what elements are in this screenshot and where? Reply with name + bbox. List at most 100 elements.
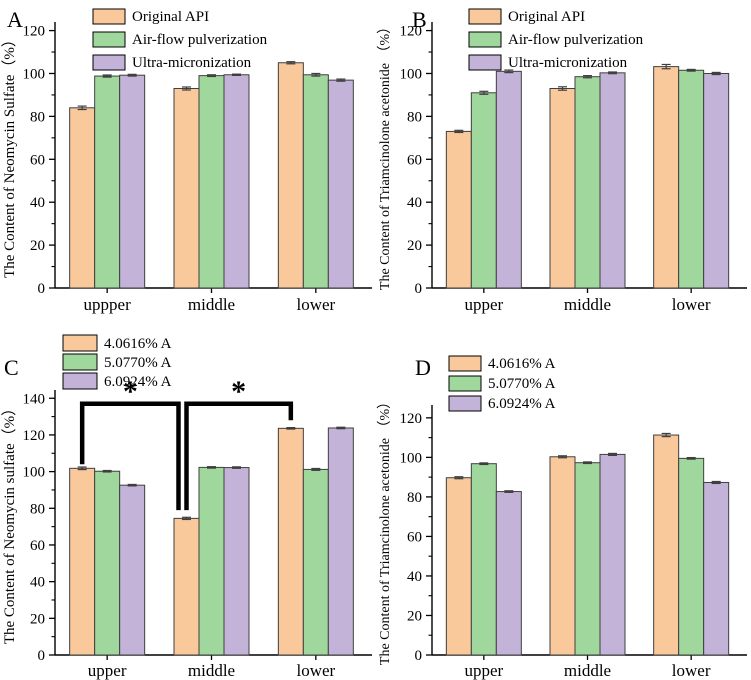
bar-D-5.0770% A-middle — [574, 462, 601, 656]
y-tick-label: 0 — [415, 648, 423, 664]
y-tick-label: 120 — [400, 411, 423, 427]
legend-swatch — [468, 54, 502, 71]
panel-letter: A — [7, 7, 23, 32]
error-bar — [207, 74, 216, 78]
legend-swatch — [92, 54, 126, 71]
error-bar — [311, 72, 321, 77]
legend-label: 6.0924% A — [104, 374, 172, 390]
bar-B-Ultra-micronization-upper — [495, 70, 522, 289]
significance-bracket — [184, 401, 294, 511]
y-tick-label: 40 — [407, 195, 422, 211]
bar-A-Air-flow pulverization-lower — [302, 74, 329, 289]
bar-B-Air-flow pulverization-upper — [470, 92, 497, 289]
error-bar — [558, 86, 567, 91]
error-bar — [336, 78, 346, 82]
error-bar — [558, 455, 567, 459]
y-tick-label: 140 — [23, 391, 46, 407]
x-category-label: upper — [88, 661, 127, 680]
bar-A-Original API-lower — [277, 62, 304, 289]
legend-label: 6.0924% A — [488, 396, 556, 412]
x-category-label: middle — [188, 661, 235, 680]
error-bar — [286, 61, 296, 65]
y-tick-label: 100 — [400, 450, 423, 466]
error-bar — [711, 71, 721, 76]
error-bar — [686, 68, 696, 72]
y-tick-label: 20 — [407, 238, 422, 254]
y-tick-label: 40 — [407, 569, 422, 585]
error-bar — [207, 466, 216, 469]
bar-A-Ultra-micronization-middle — [223, 74, 250, 289]
chart-panel-B: 0 20 40 60 80 100 120 upper middle lower The Conte… — [377, 7, 747, 314]
error-bar — [182, 516, 191, 521]
y-ticks: 0 20 40 60 80 100 120 — [400, 411, 432, 664]
legend-swatch — [468, 31, 502, 48]
panel-C: 0 20 40 60 80 100 120 140 upper middle lower The Co… — [0, 330, 375, 680]
error-bar — [336, 426, 346, 430]
chart-panel-C: 0 20 40 60 80 100 120 140 upper middle lower The Co… — [1, 334, 372, 680]
legend-label: Ultra-micronization — [508, 55, 628, 71]
y-tick-label: 100 — [400, 66, 423, 82]
legend-swatch — [62, 353, 98, 371]
y-tick-label: 20 — [30, 611, 45, 627]
legend-label: Ultra-micronization — [132, 55, 252, 71]
y-tick-label: 60 — [407, 152, 422, 168]
y-tick-label: 60 — [30, 152, 45, 168]
bar-D-6.0924% A-middle — [599, 453, 626, 656]
x-category-label: uppper — [84, 295, 132, 314]
x-category-label: upper — [464, 295, 503, 314]
error-bar — [608, 452, 617, 456]
error-bar — [77, 466, 87, 471]
legend-swatch — [448, 395, 482, 412]
legend: 4.0616% A 5.0770% A 6.0924% A — [448, 355, 556, 412]
legend: Original API Air-flow pulverization Ultra-… — [92, 8, 268, 71]
bar-D-4.0616% A-lower — [653, 434, 680, 656]
panel-letter: B — [412, 7, 427, 32]
legend-swatch — [448, 355, 482, 372]
bar-D-6.0924% A-upper — [495, 491, 522, 656]
panel-A: 0 20 40 60 80 100 120 uppper middle lower The Cont… — [0, 0, 375, 330]
bar-C-6.0924% A-middle — [223, 467, 250, 656]
error-bar — [311, 467, 321, 471]
y-tick-label: 0 — [415, 281, 423, 297]
bar-C-5.0770% A-middle — [198, 466, 225, 656]
bars-group — [445, 63, 730, 289]
y-tick-label: 100 — [23, 66, 46, 82]
legend-swatch — [468, 8, 502, 25]
bar-B-Ultra-micronization-lower — [703, 72, 730, 289]
error-bar — [454, 129, 464, 134]
y-axis-title: The Content of Neomycin sulfate（%） — [1, 401, 18, 644]
x-category-label: lower — [672, 661, 711, 680]
bar-A-Air-flow pulverization-uppper — [94, 75, 121, 289]
bar-B-Original API-lower — [653, 66, 680, 289]
panel-letter: C — [4, 355, 19, 380]
y-tick-label: 0 — [38, 281, 46, 297]
error-bar — [479, 90, 489, 95]
legend-swatch — [448, 375, 482, 392]
chart-panel-A: 0 20 40 60 80 100 120 uppper middle lower The Cont… — [1, 7, 372, 314]
y-ticks: 0 20 40 60 80 100 120 140 — [23, 391, 55, 664]
error-bar — [102, 469, 112, 473]
y-tick-label: 40 — [30, 575, 45, 591]
bar-C-4.0616% A-middle — [173, 517, 200, 656]
bar-A-Original API-middle — [173, 88, 200, 289]
bar-B-Original API-upper — [445, 130, 472, 289]
error-bar — [661, 432, 671, 438]
error-bar — [711, 480, 721, 485]
legend-swatch — [62, 334, 98, 352]
bar-C-5.0770% A-upper — [94, 470, 121, 656]
bar-C-5.0770% A-lower — [302, 468, 329, 656]
x-ticks: upper middle lower — [464, 655, 711, 680]
significance-star: * — [123, 375, 138, 408]
bars-group — [69, 426, 354, 656]
bar-A-Ultra-micronization-uppper — [119, 74, 146, 289]
bar-D-4.0616% A-upper — [445, 477, 472, 656]
x-category-label: lower — [296, 295, 335, 314]
bar-C-4.0616% A-lower — [277, 427, 304, 656]
bars-group — [445, 432, 730, 656]
y-tick-label: 80 — [30, 109, 45, 125]
panel-B: 0 20 40 60 80 100 120 upper middle lower The Conte… — [375, 0, 751, 330]
error-bar — [102, 74, 112, 78]
y-ticks: 0 20 40 60 80 100 120 — [23, 24, 55, 297]
y-tick-label: 60 — [30, 538, 45, 554]
